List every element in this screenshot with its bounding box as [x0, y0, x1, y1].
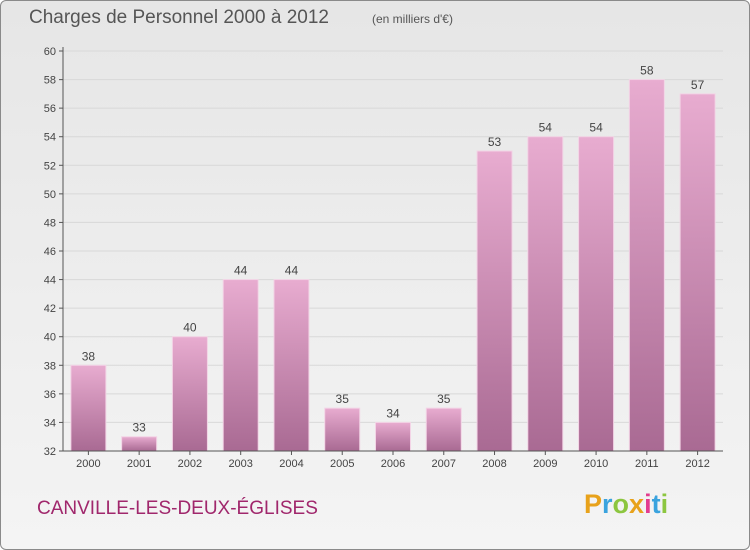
x-tick-label: 2000 [76, 458, 100, 470]
brand-letter: i [644, 489, 652, 519]
x-tick-label: 2012 [685, 458, 709, 470]
y-tick-label: 50 [44, 189, 56, 201]
x-tick-label: 2006 [381, 458, 405, 470]
value-label: 54 [589, 121, 603, 135]
proxiti-logo: Proxiti [584, 489, 668, 520]
label-layer: 38 33 40 44 44 35 34 35 53 54 54 58 57 [82, 64, 705, 435]
x-tick-label: 2004 [279, 458, 303, 470]
value-label: 35 [437, 392, 451, 406]
y-tick-label: 56 [44, 103, 56, 115]
y-tick-label: 58 [44, 75, 56, 87]
value-label: 35 [336, 392, 350, 406]
bar-2004 [273, 279, 310, 452]
bar-2009 [527, 136, 564, 452]
y-tick-label: 36 [44, 389, 56, 401]
bar-2006 [375, 421, 411, 452]
chart-subtitle: (en milliers d'€) [372, 12, 453, 26]
y-tick-label: 38 [44, 360, 56, 372]
value-label: 40 [183, 321, 197, 335]
value-label: 33 [132, 421, 146, 435]
value-label: 57 [691, 78, 705, 92]
y-tick-label: 52 [44, 160, 56, 172]
x-tick-label: 2005 [330, 458, 354, 470]
y-tick-label: 32 [44, 446, 56, 458]
brand-letter: i [660, 489, 669, 519]
x-tick-label: 2009 [533, 458, 557, 470]
value-label: 38 [82, 349, 96, 363]
bar-2003 [222, 279, 259, 452]
x-tick-label: 2001 [127, 458, 151, 470]
bar-2012 [679, 93, 716, 452]
value-label: 34 [386, 406, 400, 420]
bar-2007 [425, 407, 462, 452]
bar-2010 [578, 136, 615, 452]
x-tick-label: 2011 [635, 458, 659, 470]
bar-2005 [324, 407, 361, 452]
y-tick-label: 34 [44, 417, 56, 429]
y-tick-label: 46 [44, 246, 56, 258]
chart-title: Charges de Personnel 2000 à 2012 [29, 7, 330, 28]
y-tick-label: 42 [44, 303, 56, 315]
bar-layer [70, 79, 716, 452]
value-label: 53 [488, 135, 502, 149]
value-label: 44 [234, 264, 248, 278]
brand-letter: P [584, 489, 603, 519]
bar-2008 [476, 150, 513, 452]
x-tick-label: 2008 [482, 458, 506, 470]
x-tick-label: 2007 [432, 458, 456, 470]
y-tick-label: 60 [44, 46, 56, 58]
brand-letter: x [629, 489, 645, 519]
x-tick-label: 2002 [178, 458, 202, 470]
value-label: 44 [285, 264, 299, 278]
y-tick-label: 48 [44, 217, 56, 229]
bar-2000 [70, 364, 107, 452]
grid-layer [63, 50, 723, 452]
brand-letter: t [651, 489, 661, 519]
y-tick-label: 40 [44, 332, 56, 344]
commune-name: CANVILLE-LES-DEUX-ÉGLISES [37, 498, 318, 519]
x-tick-label: 2010 [584, 458, 608, 470]
y-tick-label: 54 [44, 132, 56, 144]
x-tick-label: 2003 [228, 458, 252, 470]
brand-letter: o [612, 489, 630, 519]
value-label: 54 [539, 121, 553, 135]
bar-2002 [171, 336, 208, 452]
bar-2001 [121, 436, 158, 452]
bar-2011 [628, 79, 665, 452]
axis-layer: 32 34 36 38 40 42 44 46 48 50 52 54 56 58 60 2000 2001 20… [44, 46, 723, 470]
brand-letter: r [602, 489, 613, 519]
y-tick-label: 44 [44, 275, 56, 287]
value-label: 58 [640, 64, 654, 78]
